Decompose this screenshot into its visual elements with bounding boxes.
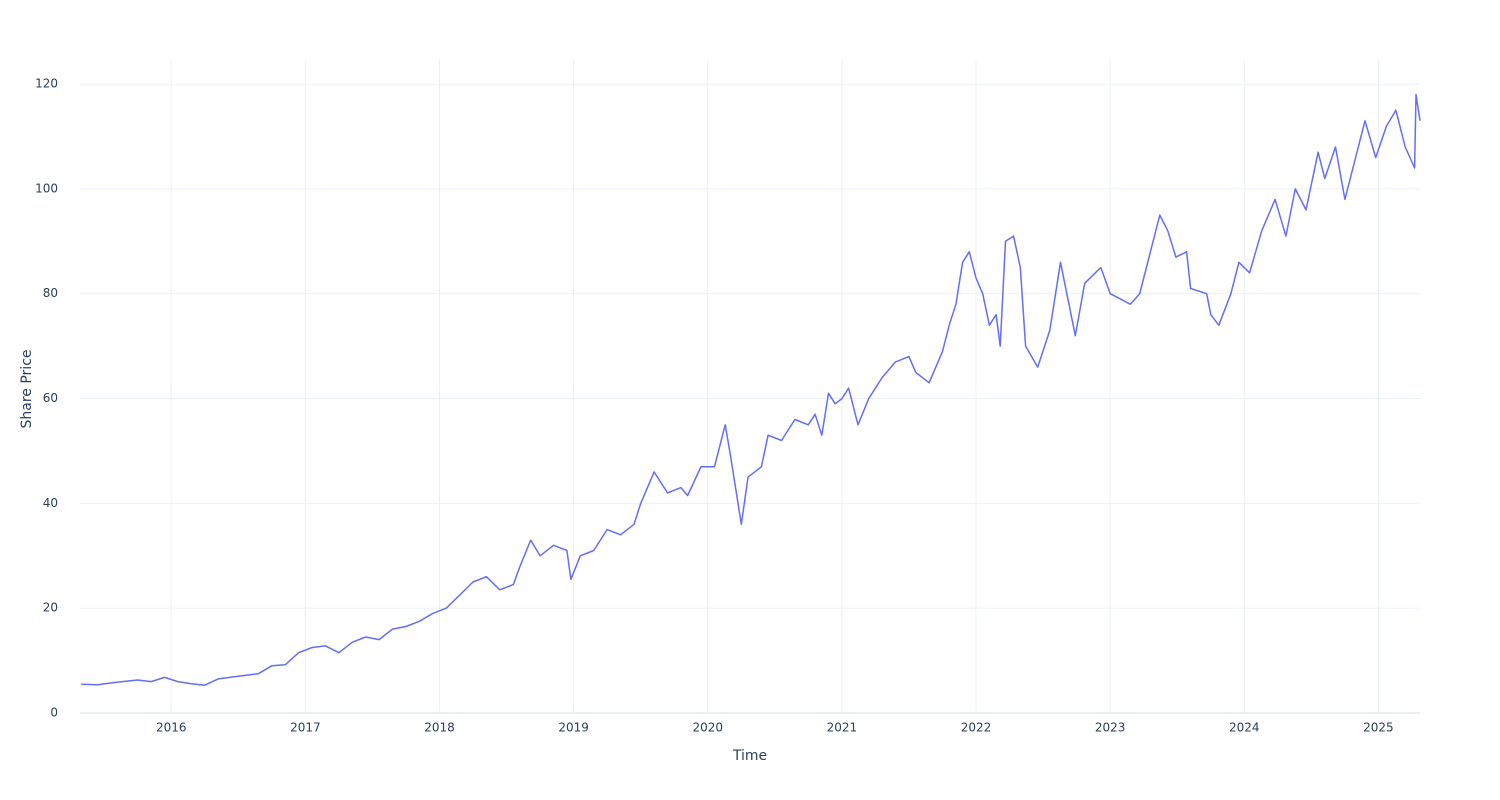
x-tick-label: 2016 xyxy=(156,721,187,735)
y-tick-label: 120 xyxy=(35,77,58,91)
x-axis-title: Time xyxy=(732,748,767,764)
x-tick-label: 2017 xyxy=(290,721,321,735)
price-line xyxy=(81,93,1421,686)
y-tick-label: 40 xyxy=(43,496,58,510)
x-tick-label: 2021 xyxy=(827,721,858,735)
x-tick-label: 2023 xyxy=(1095,721,1126,735)
y-tick-label: 20 xyxy=(43,601,58,615)
y-tick-label: 100 xyxy=(35,181,58,195)
y-tick-label: 60 xyxy=(43,391,58,405)
x-tick-label: 2022 xyxy=(961,721,992,735)
y-tick-label: 80 xyxy=(43,286,58,300)
x-tick-label: 2020 xyxy=(692,721,723,735)
y-axis-title: Share Price xyxy=(19,349,35,428)
x-tick-label: 2019 xyxy=(558,721,589,735)
x-tick-label: 2024 xyxy=(1229,721,1260,735)
x-tick-label: 2018 xyxy=(424,721,455,735)
y-tick-label: 0 xyxy=(50,706,58,720)
x-tick-label: 2025 xyxy=(1363,721,1394,735)
